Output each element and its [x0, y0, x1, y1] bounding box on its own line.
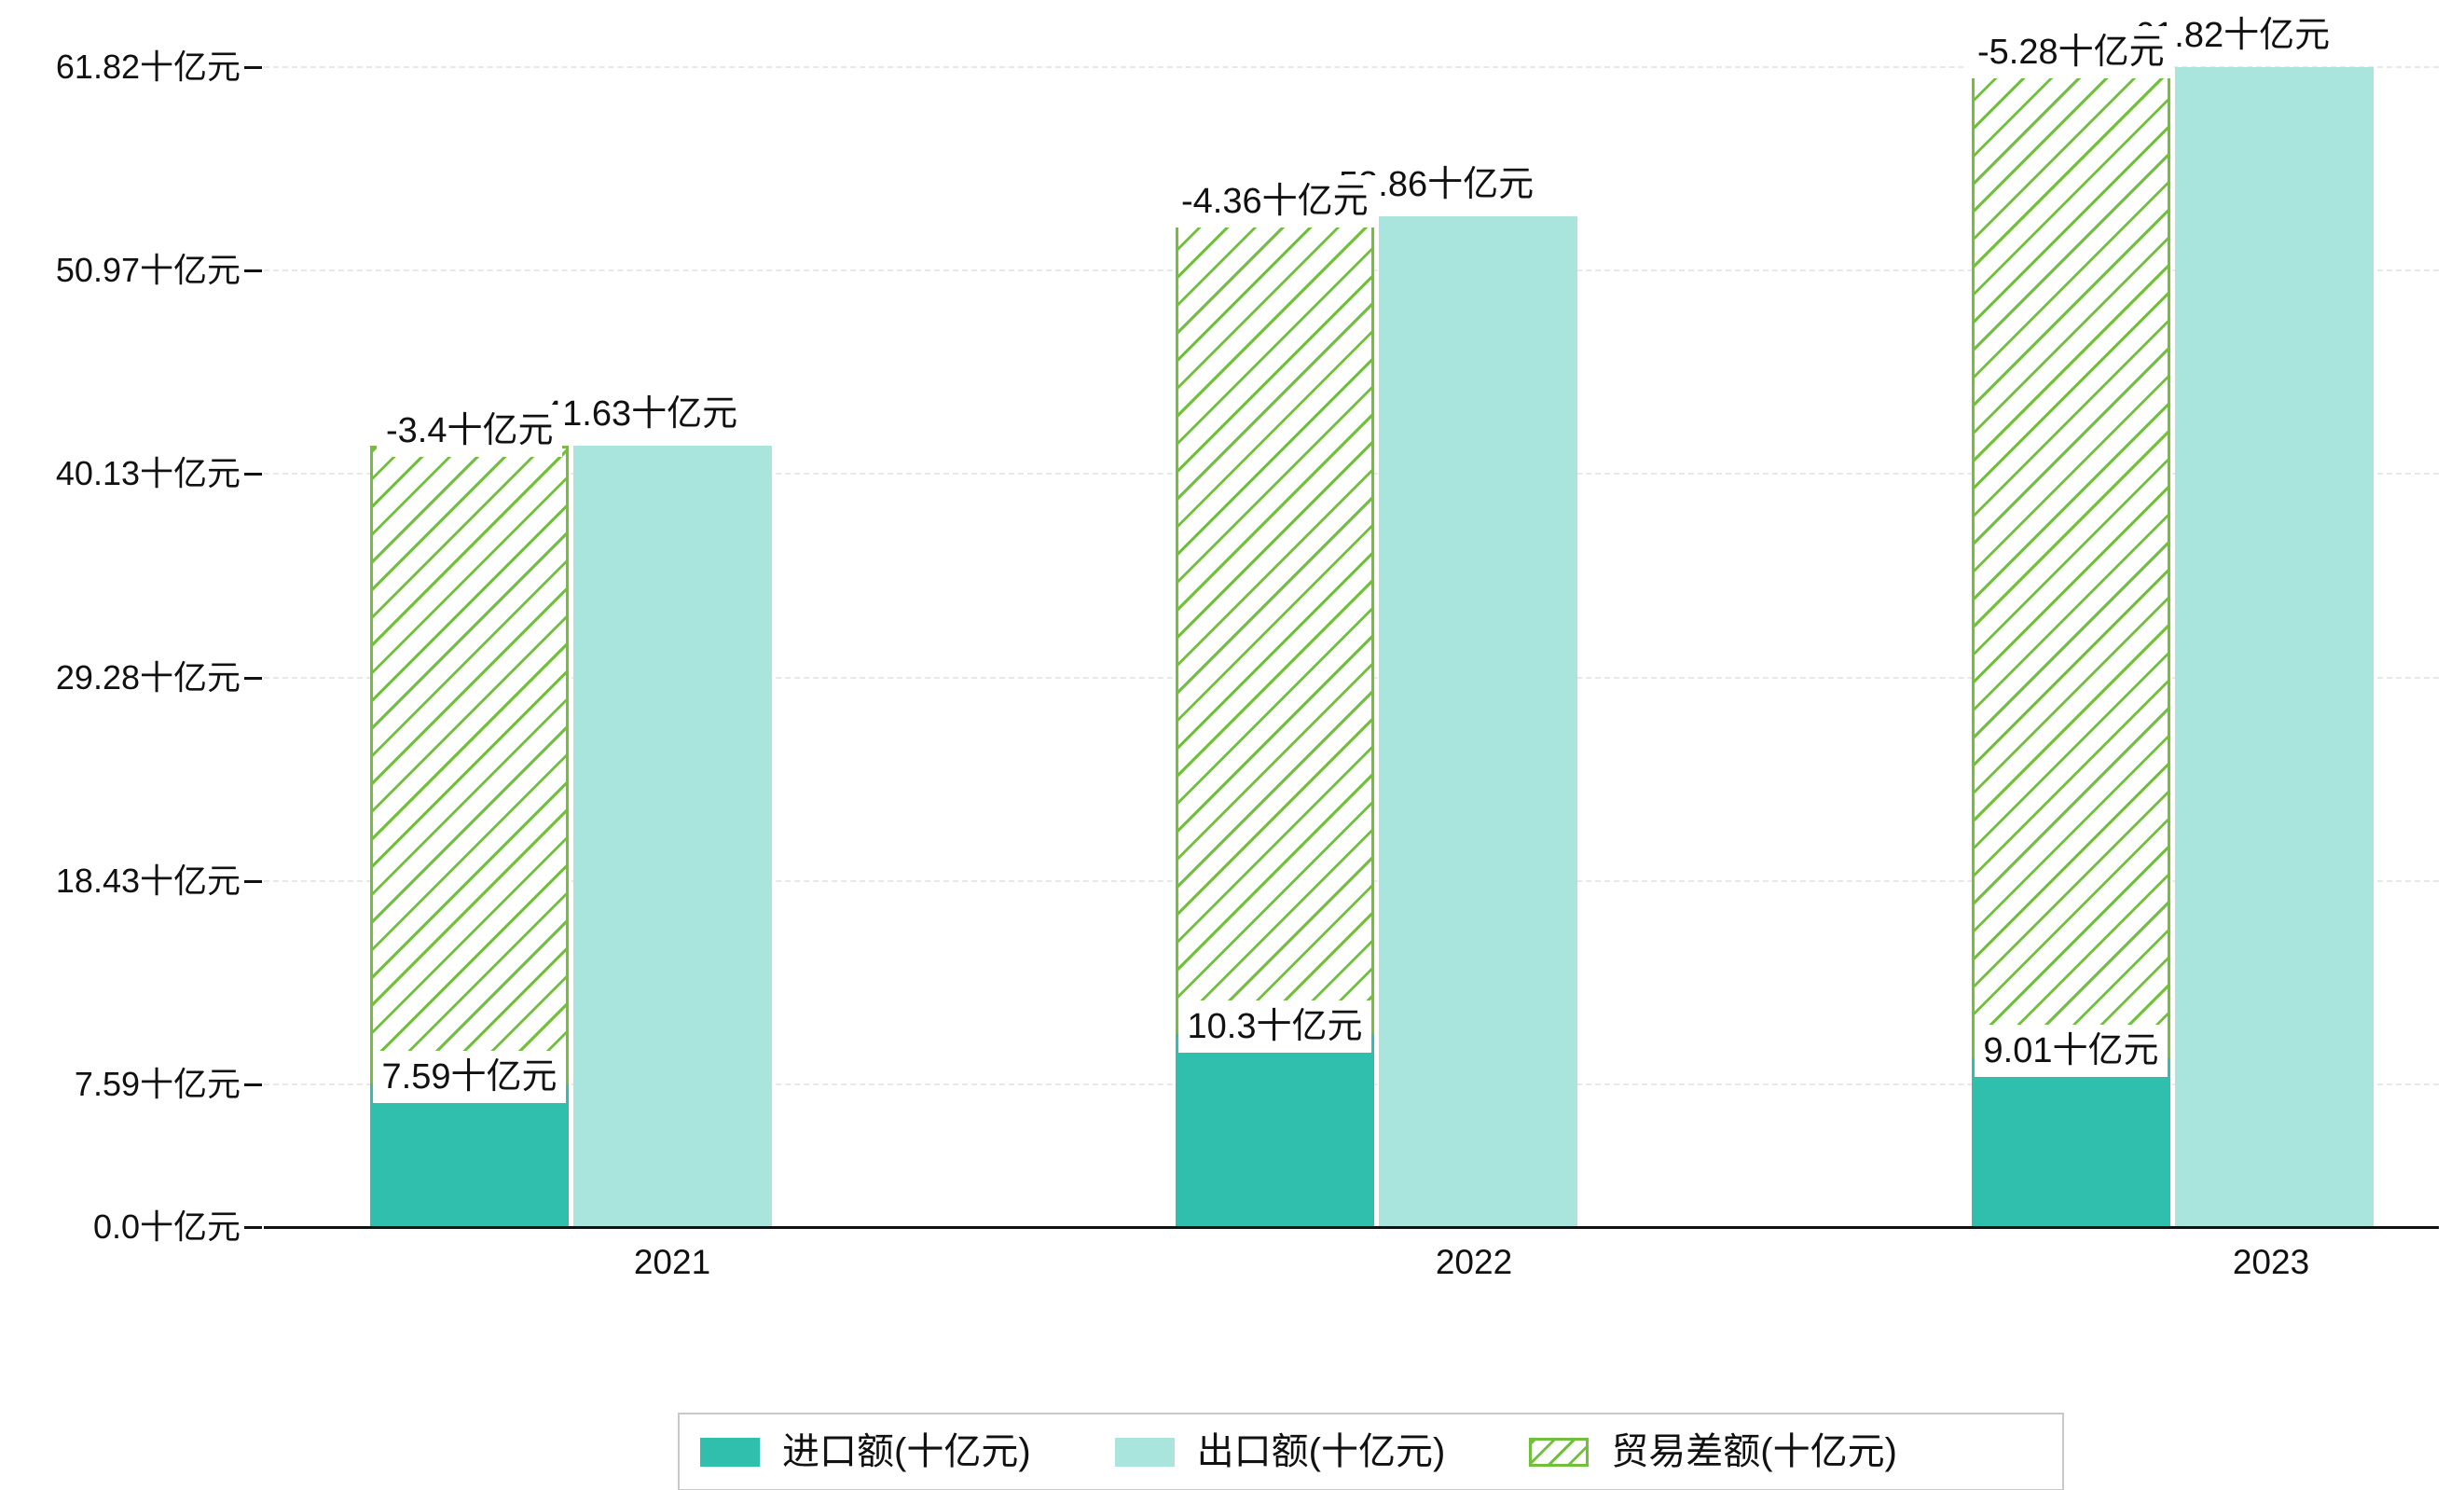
- y-axis-tick: [244, 880, 262, 884]
- export-value-label: 41.63十亿元: [533, 388, 748, 441]
- x-axis-label: 2021: [633, 1243, 711, 1281]
- import-value-label: 7.59十亿元: [372, 1051, 567, 1104]
- legend: 进口额(十亿元) 出口额(十亿元) 贸易差额(十亿元): [678, 1413, 2064, 1490]
- import-bar: [370, 1084, 569, 1227]
- y-axis-tick-label: 50.97十亿元: [55, 251, 241, 290]
- import-value-label: 9.01十亿元: [1974, 1024, 2168, 1077]
- legend-label: 进口额(十亿元): [782, 1431, 1031, 1472]
- y-axis-tick-label: 40.13十亿元: [55, 454, 241, 493]
- import-bar: [1972, 1057, 2170, 1227]
- x-axis-label: 2023: [2232, 1243, 2310, 1281]
- color-swatch-icon: [1114, 1437, 1175, 1467]
- y-axis-tick: [244, 66, 262, 69]
- legend-item: 贸易差额(十亿元): [1529, 1429, 1897, 1474]
- y-axis-tick: [244, 676, 262, 680]
- trade-balance-value-label: -5.28十亿元: [1968, 26, 2174, 78]
- legend-item: 进口额(十亿元): [700, 1429, 1031, 1474]
- export-bar: [1379, 216, 1577, 1227]
- y-axis-tick-label: 7.59十亿元: [74, 1065, 241, 1104]
- trade-balance-value-label: -3.4十亿元: [377, 405, 563, 458]
- import-value-label: 10.3十亿元: [1177, 1000, 1372, 1053]
- legend-label: 贸易差额(十亿元): [1611, 1431, 1897, 1472]
- export-bar: [2175, 67, 2374, 1227]
- y-axis-tick: [244, 269, 262, 273]
- gridline: [264, 66, 2439, 68]
- trade-balance-bar: [370, 446, 569, 1085]
- hatched-swatch-icon: [1529, 1437, 1590, 1467]
- trade-balance-bar: [1176, 216, 1374, 1034]
- y-axis-tick: [244, 473, 262, 476]
- y-axis-tick-label: 18.43十亿元: [55, 862, 241, 901]
- trade-balance-bar: [1972, 67, 2170, 1058]
- y-axis-tick-label: 61.82十亿元: [55, 48, 241, 86]
- y-axis-tick: [244, 1226, 262, 1229]
- color-swatch-icon: [700, 1437, 760, 1467]
- import-bar: [1176, 1033, 1374, 1227]
- legend-item: 出口额(十亿元): [1114, 1429, 1446, 1474]
- legend-label: 出口额(十亿元): [1196, 1431, 1446, 1472]
- y-axis-tick-label: 29.28十亿元: [55, 657, 241, 697]
- x-axis-label: 2022: [1435, 1243, 1513, 1281]
- y-axis-tick-label: 0.0十亿元: [92, 1207, 241, 1246]
- y-axis-tick: [244, 1083, 262, 1087]
- trade-balance-value-label: -4.36十亿元: [1172, 175, 1378, 228]
- x-axis-line: [264, 1226, 2439, 1229]
- export-bar: [573, 446, 772, 1227]
